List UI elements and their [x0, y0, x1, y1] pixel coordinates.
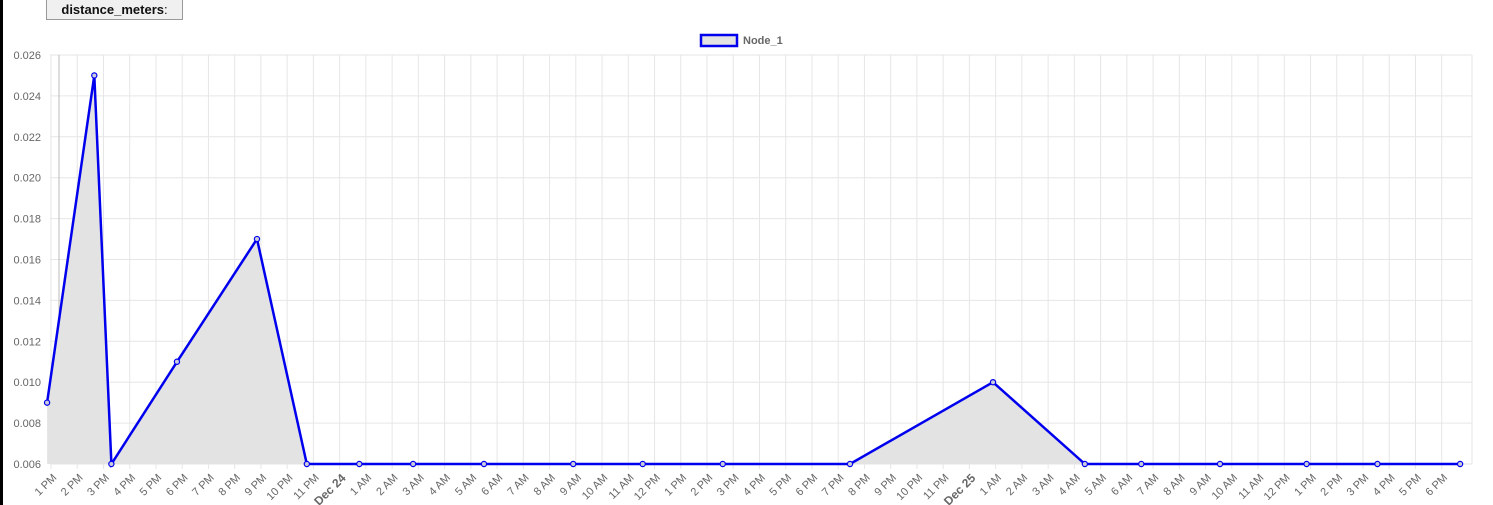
x-tick-label: 4 PM [741, 472, 768, 499]
y-tick-label: 0.018 [13, 214, 41, 226]
x-tick-label: 1 PM [33, 472, 60, 499]
data-point [989, 379, 997, 386]
x-tick-label: 2 PM [689, 472, 716, 499]
x-tick-label: 10 PM [265, 472, 296, 503]
y-tick-label: 0.024 [13, 91, 41, 103]
legend-label: Node_1 [743, 35, 783, 47]
x-tick-label: 1 AM [978, 472, 1004, 498]
metric-colon: : [164, 1, 168, 17]
y-tick-label: 0.014 [13, 295, 41, 307]
y-tick-label: 0.020 [13, 173, 41, 185]
y-tick-label: 0.006 [13, 459, 41, 471]
x-tick-label: 3 AM [400, 472, 426, 498]
x-tick-label: 7 AM [505, 472, 531, 498]
y-tick-label: 0.022 [13, 132, 41, 144]
series-line [45, 75, 1461, 468]
y-tick-label: 0.010 [13, 377, 41, 389]
x-tick-label: 3 PM [715, 472, 742, 499]
data-point [639, 460, 646, 468]
x-tick-label: 3 PM [1345, 472, 1372, 499]
x-tick-label: 8 PM [846, 472, 873, 499]
y-tick-label: 0.016 [13, 255, 41, 267]
x-tick-label: 5 PM [1397, 472, 1424, 499]
legend-swatch [699, 33, 739, 48]
x-tick-label: 2 PM [59, 472, 86, 499]
x-tick-label: 8 AM [1161, 472, 1187, 498]
x-tick-label: 10 AM [580, 472, 611, 503]
data-point [1456, 460, 1464, 468]
x-tick-label: 11 AM [1236, 472, 1266, 502]
x-tick-label: 7 PM [820, 472, 847, 499]
x-tick-label: 5 AM [453, 472, 479, 498]
x-tick-label: 6 PM [164, 472, 191, 499]
data-point [719, 460, 726, 468]
data-point [253, 235, 261, 243]
x-tick-label: 3 PM [85, 472, 112, 499]
x-tick-label: 6 PM [1423, 472, 1450, 499]
x-tick-label: 5 PM [767, 472, 794, 499]
x-tick-label: 7 PM [190, 472, 217, 499]
x-tick-label: 3 AM [1030, 472, 1056, 498]
x-tick-label: 7 AM [1135, 472, 1161, 498]
x-tick-label: 1 PM [1292, 472, 1319, 499]
x-tick-label: 12 PM [632, 472, 663, 503]
x-tick-label: 6 AM [479, 472, 505, 498]
x-tick-label: 6 PM [794, 472, 821, 499]
y-tick-label: 0.008 [13, 418, 41, 430]
x-tick-label: 2 AM [374, 472, 400, 498]
x-tick-label: 10 PM [894, 472, 925, 503]
x-tick-label: 8 PM [216, 472, 243, 499]
metric-name: distance_meters [61, 1, 164, 17]
data-point [43, 399, 51, 406]
data-point [1081, 460, 1089, 468]
y-tick-label: 0.012 [13, 336, 41, 348]
data-point [1138, 460, 1145, 468]
data-point [1303, 460, 1310, 468]
x-tick-label: 1 AM [348, 472, 374, 498]
data-point [409, 460, 417, 468]
x-tick-label: 5 AM [1083, 472, 1109, 498]
x-tick-label: 4 PM [111, 472, 138, 499]
x-tick-label: 4 AM [427, 472, 453, 498]
data-point [1374, 460, 1381, 468]
x-tick-label: 8 AM [532, 472, 558, 498]
x-tick-label: 2 AM [1004, 472, 1030, 498]
x-tick-label: 11 AM [607, 472, 637, 502]
data-point [108, 460, 115, 468]
data-point [173, 358, 181, 365]
data-point [303, 460, 311, 468]
data-point [569, 460, 577, 468]
x-tick-label: 5 PM [138, 472, 165, 499]
x-tick-label: 10 AM [1210, 472, 1241, 503]
x-tick-label: 1 PM [662, 472, 689, 499]
data-point [480, 460, 488, 468]
x-tick-label: 4 AM [1056, 472, 1082, 498]
x-tick-label: 12 PM [1262, 472, 1293, 503]
y-tick-label: 0.026 [13, 50, 41, 62]
x-tick-label: 6 AM [1109, 472, 1135, 498]
data-point [91, 72, 98, 79]
x-tick-label: 2 PM [1318, 472, 1345, 499]
metric-selector-button[interactable]: distance_meters: [46, 0, 183, 20]
data-point [356, 460, 363, 468]
left-border [0, 0, 3, 505]
data-point [846, 460, 854, 468]
x-tick-label: 4 PM [1371, 472, 1398, 499]
series-area-fill [47, 75, 1461, 465]
data-point [1216, 460, 1224, 468]
